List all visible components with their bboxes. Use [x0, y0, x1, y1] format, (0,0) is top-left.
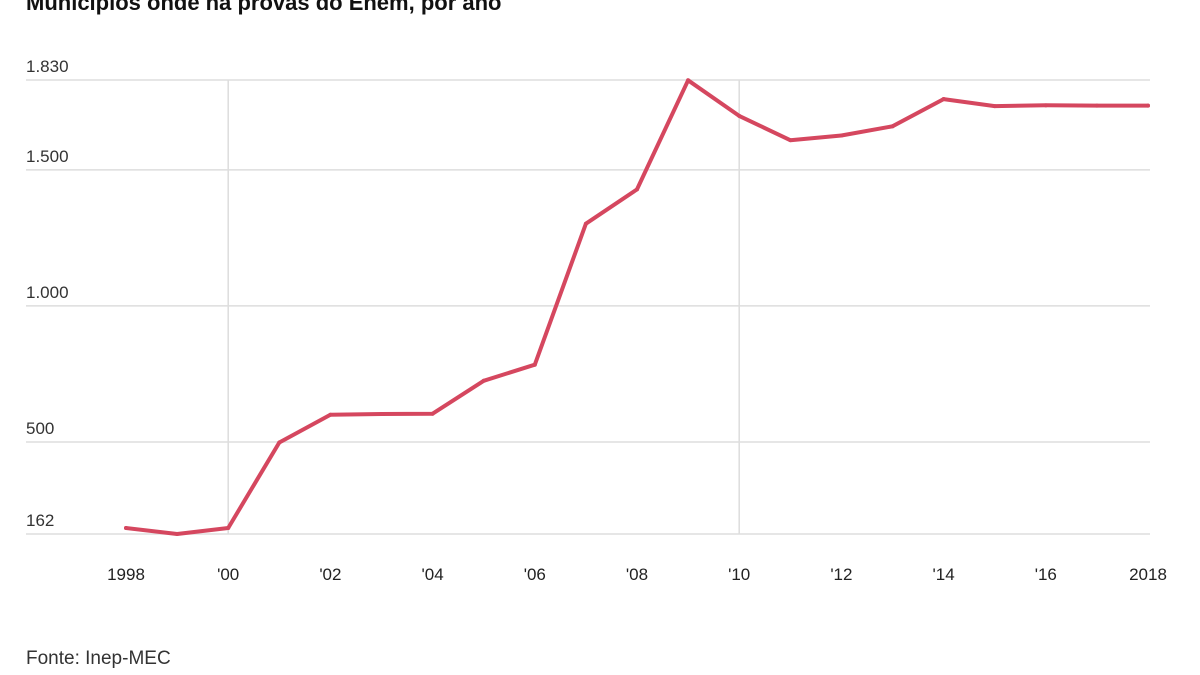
x-tick-label: '02	[319, 565, 341, 584]
x-tick-label: 1998	[107, 565, 145, 584]
x-tick-label: '16	[1035, 565, 1057, 584]
series-line	[124, 78, 1150, 536]
x-tick-label: '08	[626, 565, 648, 584]
data-point	[890, 124, 895, 129]
y-tick-label: 500	[26, 419, 54, 438]
x-tick-label: '12	[830, 565, 852, 584]
y-axis-ticks: 162 500 1.000 1.500 1.830	[26, 57, 69, 530]
y-tick-label: 1.500	[26, 147, 69, 166]
data-point	[839, 133, 844, 138]
x-axis-ticks: 1998 '00 '02 '04 '06 '08 '10 '12 '14 '16 2018	[107, 565, 1167, 584]
source-note: Fonte: Inep-MEC	[26, 648, 171, 669]
data-point	[328, 412, 333, 417]
data-point	[1094, 103, 1099, 108]
data-point	[941, 97, 946, 102]
data-point	[737, 113, 742, 118]
series-layer	[124, 78, 1150, 536]
y-tick-label: 162	[26, 511, 54, 530]
data-point	[175, 532, 180, 536]
data-point	[583, 221, 588, 226]
x-tick-label: '14	[933, 565, 955, 584]
data-point	[1146, 103, 1150, 108]
gridlines	[26, 79, 1150, 535]
data-point	[124, 526, 128, 531]
data-point	[635, 187, 639, 192]
x-tick-label: '04	[422, 565, 444, 584]
data-point	[532, 362, 537, 367]
x-tick-label: 2018	[1129, 565, 1167, 584]
x-tick-label: '06	[524, 565, 546, 584]
chart-title: Municípios onde há provas do Enem, por a…	[26, 0, 502, 15]
data-point	[1043, 103, 1048, 108]
data-point	[992, 104, 997, 109]
y-tick-label: 1.830	[26, 57, 69, 76]
x-tick-label: '00	[217, 565, 239, 584]
data-point	[379, 411, 384, 416]
data-point	[226, 526, 231, 531]
y-tick-label: 1.000	[26, 283, 69, 302]
data-point	[788, 138, 793, 143]
data-point	[481, 378, 486, 383]
data-point	[277, 440, 282, 445]
data-point	[686, 78, 691, 83]
data-point	[430, 411, 435, 416]
x-tick-label: '10	[728, 565, 750, 584]
